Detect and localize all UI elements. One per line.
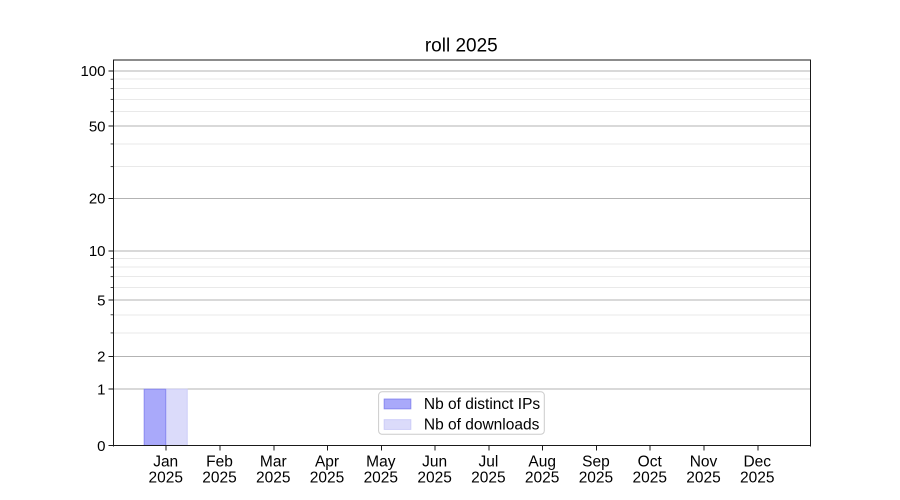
svg-text:2025: 2025 — [471, 469, 505, 486]
svg-text:Nov: Nov — [690, 454, 718, 471]
svg-text:1: 1 — [97, 382, 105, 399]
svg-text:Sep: Sep — [582, 454, 610, 471]
svg-text:Mar: Mar — [260, 454, 287, 471]
svg-text:50: 50 — [89, 119, 106, 136]
svg-text:5: 5 — [97, 292, 105, 309]
svg-text:Dec: Dec — [743, 454, 771, 471]
svg-text:Apr: Apr — [315, 454, 339, 471]
svg-text:2025: 2025 — [740, 469, 774, 486]
svg-text:20: 20 — [89, 191, 106, 208]
svg-text:Nb of distinct IPs: Nb of distinct IPs — [424, 396, 541, 413]
svg-text:2025: 2025 — [525, 469, 559, 486]
svg-text:Jun: Jun — [422, 454, 447, 471]
svg-text:Jul: Jul — [478, 454, 498, 471]
svg-text:2025: 2025 — [686, 469, 720, 486]
svg-text:2: 2 — [97, 349, 105, 366]
svg-text:2025: 2025 — [202, 469, 236, 486]
svg-text:Aug: Aug — [528, 454, 556, 471]
svg-text:Jan: Jan — [153, 454, 178, 471]
svg-text:roll 2025: roll 2025 — [425, 36, 498, 57]
svg-text:0: 0 — [97, 438, 105, 455]
svg-text:2025: 2025 — [632, 469, 666, 486]
svg-text:100: 100 — [80, 63, 105, 80]
svg-text:2025: 2025 — [256, 469, 290, 486]
svg-text:2025: 2025 — [579, 469, 613, 486]
svg-text:Nb of downloads: Nb of downloads — [424, 416, 540, 433]
svg-text:10: 10 — [89, 243, 106, 260]
svg-text:May: May — [366, 454, 396, 471]
svg-text:2025: 2025 — [310, 469, 344, 486]
svg-text:2025: 2025 — [148, 469, 182, 486]
svg-text:2025: 2025 — [364, 469, 398, 486]
svg-text:Oct: Oct — [638, 454, 663, 471]
svg-text:2025: 2025 — [417, 469, 451, 486]
svg-text:Feb: Feb — [206, 454, 233, 471]
